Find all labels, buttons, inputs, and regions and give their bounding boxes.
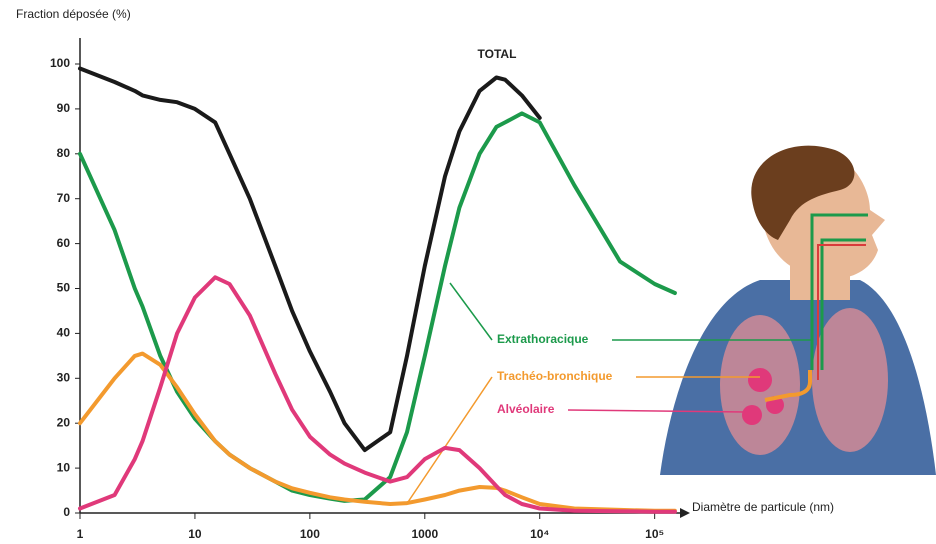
y-tick-label: 50 xyxy=(57,281,71,295)
x-axis-arrow xyxy=(680,508,690,518)
x-tick-label: 10⁵ xyxy=(645,527,664,541)
y-tick-label: 40 xyxy=(57,326,71,340)
series-line xyxy=(80,277,675,511)
y-tick-label: 30 xyxy=(57,370,71,384)
series-label: Extrathoracique xyxy=(497,332,589,346)
y-tick-label: 0 xyxy=(63,505,70,519)
y-tick-label: 90 xyxy=(57,101,71,115)
y-tick-label: 10 xyxy=(57,460,71,474)
x-tick-label: 100 xyxy=(300,527,320,541)
x-tick-label: 1000 xyxy=(411,527,438,541)
total-annotation: TOTAL xyxy=(478,47,517,61)
y-tick-label: 100 xyxy=(50,56,70,70)
x-axis-label: Diamètre de particule (nm) xyxy=(692,500,834,514)
y-tick-label: 70 xyxy=(57,191,71,205)
y-tick-label: 80 xyxy=(57,146,71,160)
series-label: Alvéolaire xyxy=(497,402,555,416)
x-tick-label: 10 xyxy=(188,527,202,541)
y-tick-label: 60 xyxy=(57,236,71,250)
series-label: Trachéo-bronchique xyxy=(497,369,613,383)
x-tick-label: 10⁴ xyxy=(530,527,549,541)
series-line xyxy=(80,69,540,451)
y-tick-label: 20 xyxy=(57,415,71,429)
human-figure xyxy=(660,146,936,475)
x-tick-label: 1 xyxy=(77,527,84,541)
chart: Fraction déposée (%) Diamètre de particu… xyxy=(0,0,936,544)
y-axis-label: Fraction déposée (%) xyxy=(16,7,131,21)
